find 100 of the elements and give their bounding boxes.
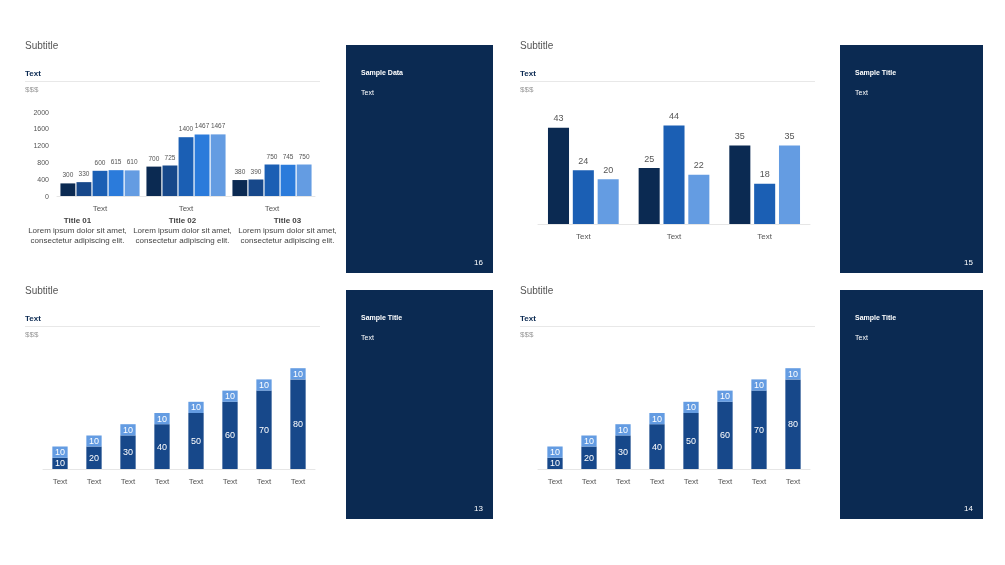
- bar: [547, 127, 570, 224]
- chart-title: Subtitle: [520, 285, 555, 298]
- data-label: 10: [549, 458, 561, 469]
- data-label: 40: [651, 441, 663, 452]
- data-label: 30: [617, 447, 629, 458]
- x-tick-label: Text: [683, 476, 700, 486]
- data-label: 10: [88, 436, 100, 446]
- data-label: 22: [693, 160, 704, 171]
- bar: [210, 134, 226, 196]
- x-tick-label: Text: [154, 476, 171, 486]
- bar: [162, 165, 178, 196]
- data-label: 10: [54, 447, 66, 458]
- bar: [296, 164, 312, 196]
- bar: [108, 170, 124, 196]
- data-label: 10: [617, 424, 629, 435]
- data-label: 43: [553, 113, 564, 124]
- x-tick-label: Text: [86, 476, 103, 486]
- data-label: 50: [190, 436, 202, 446]
- data-label: 70: [753, 424, 765, 435]
- data-label: 10: [549, 447, 561, 458]
- data-label: 10: [122, 424, 134, 435]
- chart-title: Subtitle: [25, 40, 60, 53]
- text: 15: [964, 258, 973, 267]
- text: Title 03: [272, 216, 303, 226]
- text: 16: [474, 258, 483, 267]
- data-label: 10: [753, 380, 765, 390]
- data-label: 10: [583, 436, 595, 446]
- bar: [232, 180, 248, 196]
- text: Lorem ipsum dolor sit amet, consectetur adipiscing elit.: [132, 226, 233, 246]
- data-label: 20: [88, 452, 100, 463]
- text: Title 02: [167, 216, 198, 226]
- data-label: 80: [292, 419, 304, 430]
- text: Lorem ipsum dolor sit amet, consectetur adipiscing elit.: [237, 226, 338, 246]
- bar: [248, 179, 264, 196]
- x-tick-label: Text: [264, 203, 281, 213]
- bar: [751, 390, 767, 469]
- bar: [688, 174, 710, 224]
- bar: [264, 164, 280, 196]
- bar: [290, 379, 306, 469]
- data-label: 10: [190, 402, 202, 413]
- data-label: 10: [292, 368, 304, 379]
- data-label: 44: [668, 110, 680, 121]
- y-axis-title: $$$: [520, 329, 535, 339]
- data-label: 24: [578, 155, 589, 166]
- y-axis-title: $$$: [25, 84, 40, 94]
- text: Lorem ipsum dolor sit amet, consectetur adipiscing elit.: [27, 226, 128, 246]
- data-label: 30: [122, 447, 134, 458]
- bar: [683, 413, 699, 469]
- x-tick-label: Text: [785, 476, 802, 486]
- bar: [188, 413, 204, 469]
- chart-subtitle: Text: [25, 313, 42, 325]
- chart-subtitle: Text: [25, 68, 42, 80]
- data-label: 70: [258, 424, 270, 435]
- data-label: 60: [719, 430, 731, 441]
- data-label: 50: [685, 436, 697, 446]
- chart-title: Subtitle: [25, 285, 60, 298]
- data-label: 10: [156, 413, 168, 424]
- bar: [778, 145, 801, 224]
- x-tick-label: Text: [188, 476, 205, 486]
- bar: [178, 137, 194, 196]
- bar: [280, 164, 296, 196]
- bar: [124, 170, 140, 196]
- data-label: 35: [784, 131, 795, 142]
- bar: [120, 435, 136, 469]
- data-label: 10: [54, 458, 66, 469]
- text: 13: [474, 504, 483, 513]
- data-label: 10: [787, 368, 799, 379]
- bar: [572, 170, 594, 224]
- x-tick-label: Text: [649, 476, 666, 486]
- x-tick-label: Text: [290, 476, 307, 486]
- x-tick-label: Text: [615, 476, 632, 486]
- data-label: 20: [583, 452, 595, 463]
- data-label: 10: [719, 391, 731, 402]
- y-axis-title: $$$: [520, 84, 535, 94]
- bar: [754, 183, 776, 224]
- x-tick-label: Text: [92, 203, 109, 213]
- data-label: 18: [759, 169, 770, 180]
- x-tick-label: Text: [576, 231, 592, 241]
- x-tick-label: Text: [120, 476, 137, 486]
- chart-subtitle: Text: [520, 313, 537, 325]
- bar: [649, 424, 665, 469]
- bar: [76, 182, 92, 196]
- x-tick-label: Text: [222, 476, 239, 486]
- data-label: 40: [156, 441, 168, 452]
- bar: [256, 390, 272, 469]
- data-label: 80: [787, 419, 799, 430]
- bar: [638, 168, 660, 224]
- bar: [60, 183, 76, 196]
- chart-subtitle: Text: [520, 68, 537, 80]
- data-label: 60: [224, 430, 236, 441]
- x-tick-label: Text: [547, 476, 564, 486]
- data-label: 25: [644, 153, 655, 164]
- data-label: 10: [224, 391, 236, 402]
- x-tick-label: Text: [717, 476, 734, 486]
- bar: [92, 170, 108, 196]
- chart-title: Subtitle: [520, 40, 555, 53]
- x-tick-label: Text: [666, 231, 683, 241]
- bar: [615, 435, 631, 469]
- x-tick-label: Text: [52, 476, 69, 486]
- bar: [785, 379, 801, 469]
